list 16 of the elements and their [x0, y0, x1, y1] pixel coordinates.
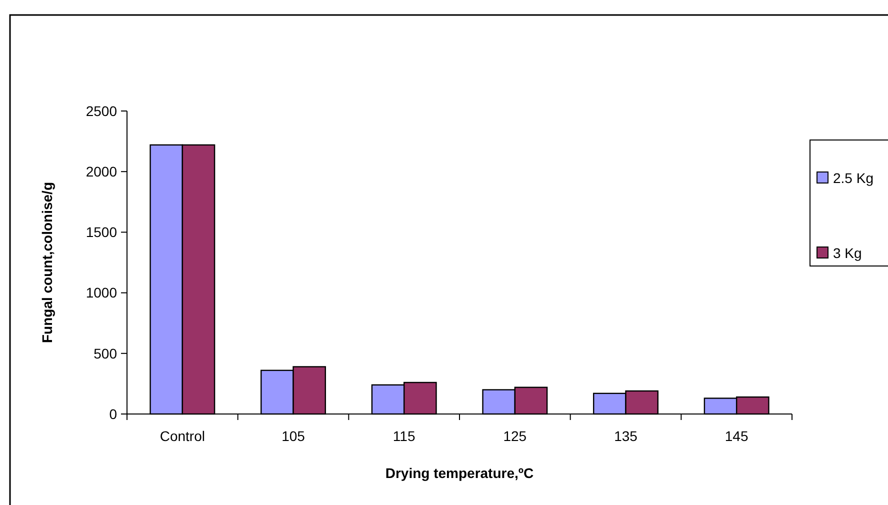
y-tick-label: 1500	[86, 224, 118, 240]
y-tick-label: 2000	[86, 164, 118, 180]
x-tick-label: 105	[282, 428, 306, 444]
legend-label: 2.5 Kg	[833, 170, 874, 186]
x-tick-label: 115	[392, 428, 416, 444]
legend-label: 3 Kg	[833, 244, 862, 261]
x-axis-title: Drying temperature,ºC	[385, 465, 534, 481]
y-tick-label: 0	[109, 406, 118, 422]
y-tick-label: 2500	[86, 102, 118, 119]
y-tick-label: 1000	[86, 284, 118, 301]
x-tick-label: 135	[614, 428, 638, 444]
y-tick-label: 500	[94, 345, 118, 362]
x-tick-label: Control	[160, 428, 205, 444]
x-tick-label: 125	[503, 428, 527, 444]
y-axis-title: Fungal count,colonise/g	[39, 182, 55, 343]
x-tick-label: 145	[724, 428, 748, 444]
